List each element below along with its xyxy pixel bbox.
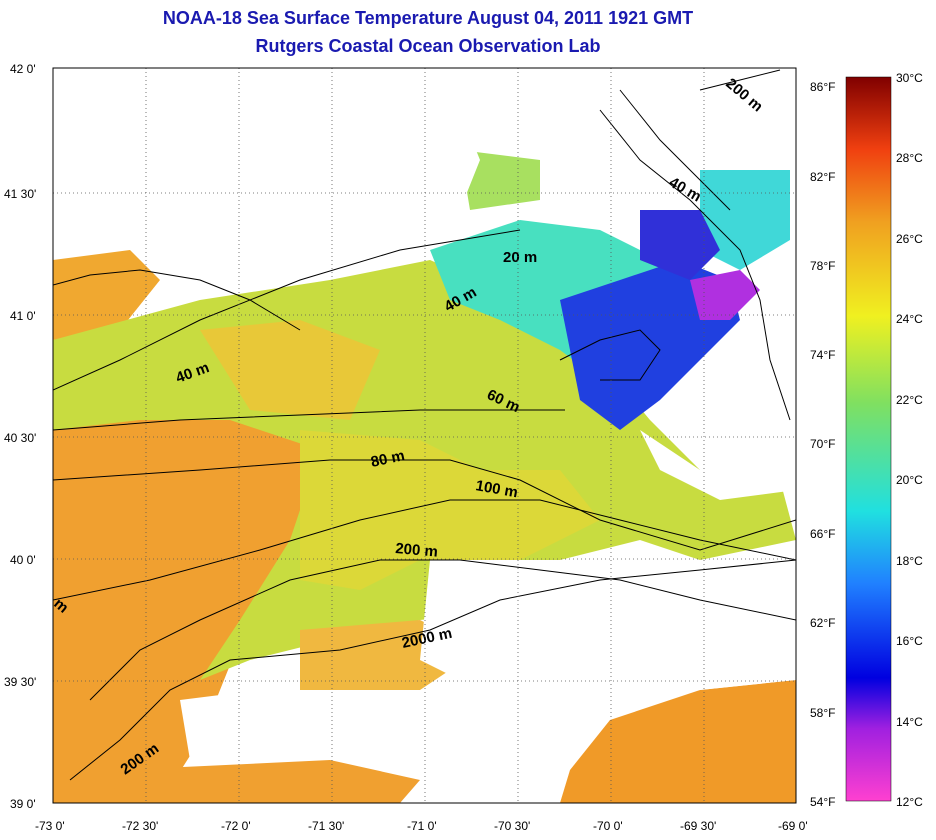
lat-label: 41 30' — [4, 187, 36, 201]
f-label: 54°F — [810, 795, 835, 809]
c-label: 16°C — [896, 634, 923, 648]
f-label: 78°F — [810, 259, 835, 273]
f-label: 86°F — [810, 80, 835, 94]
contour-label-20m: 20 m — [503, 249, 537, 266]
c-label: 18°C — [896, 554, 923, 568]
f-label: 58°F — [810, 706, 835, 720]
lat-label: 40 0' — [10, 553, 36, 567]
f-label: 82°F — [810, 170, 835, 184]
fahrenheit-scale: 86°F 82°F 78°F 74°F 70°F 66°F 62°F 58°F … — [810, 80, 835, 809]
lon-label: -71 0' — [407, 819, 437, 833]
lon-label: -72 30' — [122, 819, 158, 833]
lat-label: 39 30' — [4, 675, 36, 689]
celsius-scale: 30°C 28°C 26°C 24°C 22°C 20°C 18°C 16°C … — [896, 71, 923, 809]
f-label: 66°F — [810, 527, 835, 541]
lat-label: 39 0' — [10, 797, 36, 811]
f-label: 62°F — [810, 616, 835, 630]
map-subtitle: Rutgers Coastal Ocean Observation Lab — [255, 36, 601, 56]
lat-label: 40 30' — [4, 431, 36, 445]
lon-label: -71 30' — [308, 819, 344, 833]
c-label: 24°C — [896, 312, 923, 326]
lat-label: 42 0' — [10, 62, 36, 76]
lon-label: -72 0' — [221, 819, 251, 833]
c-label: 28°C — [896, 151, 923, 165]
lon-label: -69 0' — [778, 819, 808, 833]
longitude-axis: -73 0' -72 30' -72 0' -71 30' -71 0' -70… — [35, 819, 808, 833]
f-label: 70°F — [810, 437, 835, 451]
contour-label-200m-a: 200 m — [395, 540, 439, 561]
map-title: NOAA-18 Sea Surface Temperature August 0… — [162, 8, 694, 28]
c-label: 30°C — [896, 71, 923, 85]
bathymetry-contours — [53, 69, 796, 781]
sst-field — [53, 68, 796, 803]
map-frame — [52, 67, 797, 804]
lon-label: -70 30' — [494, 819, 530, 833]
c-label: 22°C — [896, 393, 923, 407]
f-label: 74°F — [810, 348, 835, 362]
lon-label: -70 0' — [593, 819, 623, 833]
contour-label-80m: 80 m — [369, 447, 406, 471]
color-bar — [845, 76, 892, 802]
c-label: 12°C — [896, 795, 923, 809]
graticule — [53, 68, 796, 803]
c-label: 26°C — [896, 232, 923, 246]
c-label: 20°C — [896, 473, 923, 487]
lat-label: 41 0' — [10, 309, 36, 323]
latitude-axis: 42 0' 41 30' 41 0' 40 30' 40 0' 39 30' 3… — [4, 62, 36, 811]
c-label: 14°C — [896, 715, 923, 729]
lon-label: -69 30' — [680, 819, 716, 833]
lon-label: -73 0' — [35, 819, 65, 833]
